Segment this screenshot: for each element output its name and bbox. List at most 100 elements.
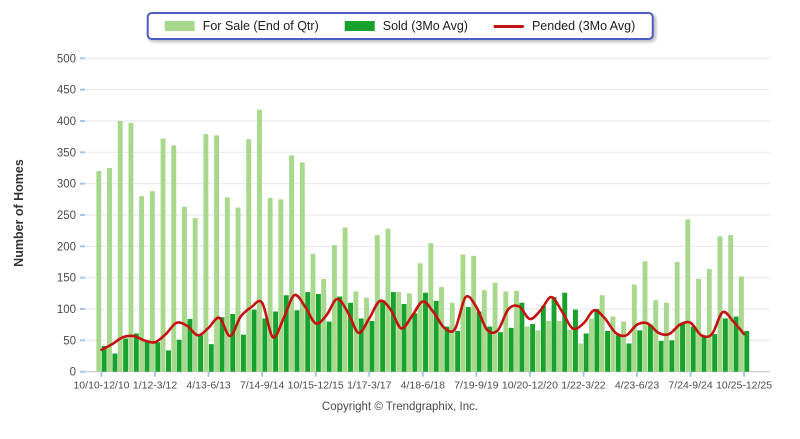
bar-for-sale [117, 120, 123, 372]
bar-sold [572, 309, 578, 372]
for-sale-swatch-icon [164, 21, 195, 31]
bar-for-sale [149, 191, 155, 372]
bar-sold [583, 333, 589, 372]
legend-label-sold: Sold (3Mo Avg) [382, 19, 468, 33]
bar-sold [155, 342, 161, 372]
bar-sold [123, 338, 129, 372]
x-axis-tick-label: 1/17-3/17 [347, 380, 392, 392]
bar-sold [326, 321, 332, 372]
bar-for-sale [160, 138, 166, 372]
bar-sold [476, 311, 482, 372]
bar-sold [251, 309, 257, 372]
bar-for-sale [535, 330, 541, 372]
bar-sold [112, 353, 118, 372]
bar-for-sale [96, 171, 102, 372]
bar-for-sale [406, 293, 412, 372]
y-axis-tick-label: 0 [70, 367, 76, 379]
legend-item-pended: Pended (3Mo Avg) [493, 19, 636, 33]
legend-label-pended: Pended (3Mo Avg) [531, 19, 636, 33]
chart-legend: For Sale (End of Qtr) Sold (3Mo Avg) Pen… [146, 12, 654, 40]
bar-sold [658, 340, 664, 372]
bar-sold [401, 304, 407, 372]
y-axis-tick-label: 400 [57, 116, 76, 128]
bar-sold [294, 310, 300, 372]
y-axis-tick-label: 100 [57, 304, 76, 316]
bar-for-sale [342, 227, 348, 372]
bar-sold [530, 324, 536, 372]
x-axis-tick-label: 7/14-9/14 [240, 380, 285, 392]
y-axis-tick-label: 500 [57, 53, 76, 65]
bar-sold [519, 302, 525, 372]
bar-sold [444, 326, 450, 372]
bar-for-sale [685, 219, 691, 372]
x-axis-tick-label: 7/19-9/19 [454, 380, 499, 392]
bar-for-sale [514, 290, 519, 372]
x-axis-tick-label: 4/23-6/23 [615, 380, 660, 392]
bar-for-sale [321, 278, 327, 372]
bar-for-sale [578, 343, 584, 372]
bar-for-sale [610, 316, 616, 372]
bar-for-sale [203, 134, 209, 372]
bar-sold [605, 330, 611, 372]
bar-for-sale [192, 218, 198, 372]
x-axis-tick-label: 1/12-3/12 [133, 380, 178, 392]
x-axis-tick-label: 1/22-3/22 [561, 380, 606, 392]
bar-for-sale [139, 196, 145, 372]
bar-for-sale [503, 291, 509, 372]
bar-for-sale [481, 290, 487, 372]
x-axis-tick-label: 10/10-12/10 [73, 380, 129, 392]
bar-sold [369, 320, 375, 372]
sold-swatch-icon [344, 21, 375, 31]
bar-for-sale [107, 167, 112, 372]
bar-sold [219, 317, 225, 372]
bar-sold [133, 333, 139, 372]
bar-sold [315, 293, 321, 372]
bar-for-sale [128, 122, 134, 372]
y-axis-tick-label: 150 [57, 273, 76, 285]
bar-for-sale [738, 276, 744, 372]
bar-sold [455, 330, 461, 372]
bar-for-sale [546, 320, 552, 372]
pended-line [100, 293, 746, 352]
bar-sold [166, 350, 171, 372]
bar-for-sale [246, 139, 252, 372]
bar-for-sale [171, 145, 177, 372]
bar-for-sale [385, 228, 391, 372]
bar-sold [722, 318, 728, 372]
x-axis-tick-label: 10/20-12/20 [502, 380, 558, 392]
bar-for-sale [460, 254, 466, 372]
x-axis-tick-label: 10/25-12/25 [716, 380, 772, 392]
bar-for-sale [599, 295, 605, 372]
bar-sold [551, 297, 557, 372]
bar-sold [615, 335, 621, 372]
bar-sold [465, 307, 471, 372]
bar-for-sale [567, 329, 573, 372]
bar-for-sale [556, 320, 562, 372]
bar-for-sale [417, 263, 423, 372]
bar-sold [380, 300, 386, 372]
bar-sold [680, 322, 685, 372]
bar-sold [637, 330, 643, 372]
y-axis-tick-label: 450 [57, 85, 76, 97]
bar-sold [562, 292, 568, 372]
bar-sold [701, 335, 707, 372]
bar-for-sale [257, 109, 262, 372]
bar-for-sale [653, 300, 659, 372]
x-axis-tick-label: 10/15-12/15 [288, 380, 344, 392]
bar-sold [283, 295, 289, 372]
bar-sold [101, 346, 107, 372]
y-axis-title: Number of Homes [12, 159, 26, 267]
bar-sold [262, 318, 268, 372]
bar-for-sale [182, 206, 187, 372]
bar-sold [540, 305, 546, 372]
bar-for-sale [289, 155, 295, 372]
bar-for-sale [235, 207, 241, 372]
bar-for-sale [224, 197, 230, 372]
bar-for-sale [449, 302, 455, 372]
bar-for-sale [299, 162, 305, 372]
y-axis-tick-label: 250 [57, 210, 76, 222]
bar-sold [240, 334, 246, 372]
bar-sold [733, 316, 739, 372]
legend-item-for-sale: For Sale (End of Qtr) [164, 19, 319, 33]
